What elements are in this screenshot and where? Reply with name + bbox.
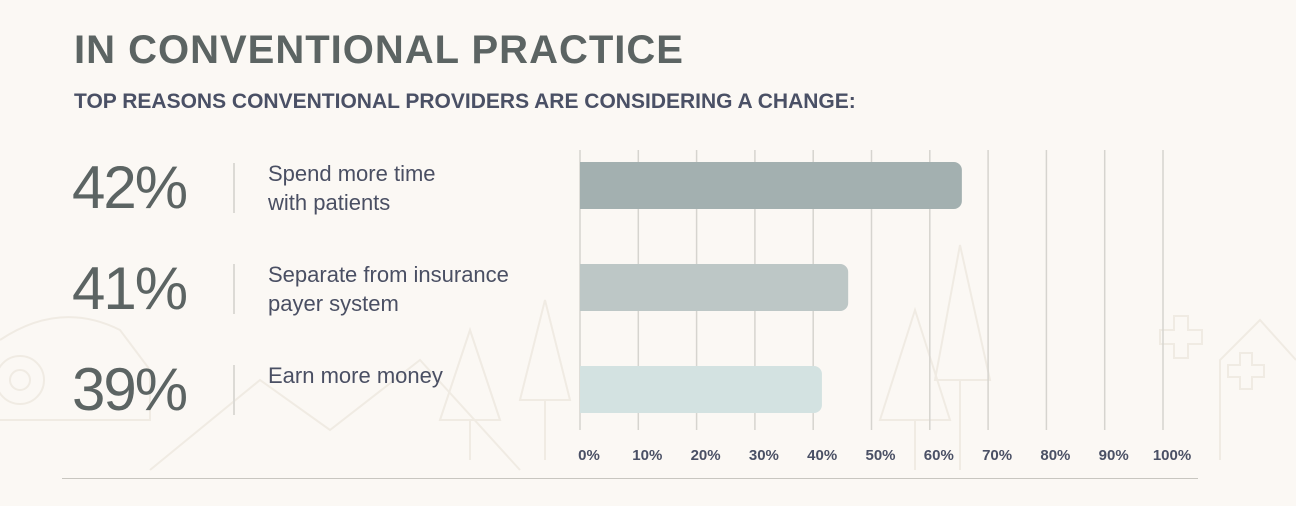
reason-line: Separate from insurance [268, 262, 509, 287]
bar-edge [580, 264, 590, 311]
x-tick-label: 40% [807, 447, 837, 464]
medical-cross-icon [1227, 352, 1265, 390]
reason-line: with patients [268, 190, 391, 215]
x-tick-label: 60% [924, 447, 954, 464]
chart-x-ticks: 0% 10% 20% 30% 40% 50% 60% 70% 80% 90% 100% [578, 447, 1191, 464]
reason-line: Spend more time [268, 161, 436, 186]
x-tick-label: 70% [982, 447, 1012, 464]
x-tick-label: 10% [632, 447, 662, 464]
stat-divider [233, 365, 235, 415]
stat-percent: 41% [72, 255, 188, 322]
bottom-divider [62, 478, 1198, 479]
x-tick-label: 100% [1153, 447, 1191, 464]
bar [580, 264, 849, 311]
x-tick-label: 0% [578, 447, 600, 464]
x-tick-label: 30% [749, 447, 779, 464]
reason-line: payer system [268, 291, 399, 316]
stat-row: 42% Spend more time with patients [0, 153, 580, 223]
x-tick-label: 80% [1040, 447, 1070, 464]
wheel-icon [0, 355, 45, 405]
x-tick-label: 20% [691, 447, 721, 464]
wheel-icon [9, 369, 31, 391]
tree-icon [933, 244, 992, 470]
bar-edge [580, 366, 590, 413]
tree-icon [518, 299, 572, 460]
stat-reason: Earn more money [268, 361, 568, 390]
bar-edge [580, 162, 590, 209]
house-icon [1219, 318, 1296, 460]
stat-reason: Separate from insurance payer system [268, 260, 568, 318]
medical-cross-icon [1159, 315, 1203, 359]
stat-reason: Spend more time with patients [268, 159, 568, 217]
mountain-icon [149, 358, 521, 471]
bar [580, 366, 822, 413]
car-icon [0, 316, 151, 421]
page-title: IN CONVENTIONAL PRACTICE [74, 28, 684, 72]
stat-row: 41% Separate from insurance payer system [0, 254, 580, 324]
page-subtitle: TOP REASONS CONVENTIONAL PROVIDERS ARE C… [74, 90, 856, 113]
chart-bars [580, 162, 962, 413]
stat-percent: 39% [72, 356, 188, 423]
stat-row: 39% Earn more money [0, 355, 580, 425]
x-tick-label: 90% [1099, 447, 1129, 464]
tree-icon [878, 306, 952, 470]
stat-divider [233, 163, 235, 213]
bar [580, 162, 962, 209]
reason-line: Earn more money [268, 363, 443, 388]
stat-divider [233, 264, 235, 314]
tree-icon [438, 326, 502, 460]
x-tick-label: 50% [865, 447, 895, 464]
stat-percent: 42% [72, 154, 188, 221]
